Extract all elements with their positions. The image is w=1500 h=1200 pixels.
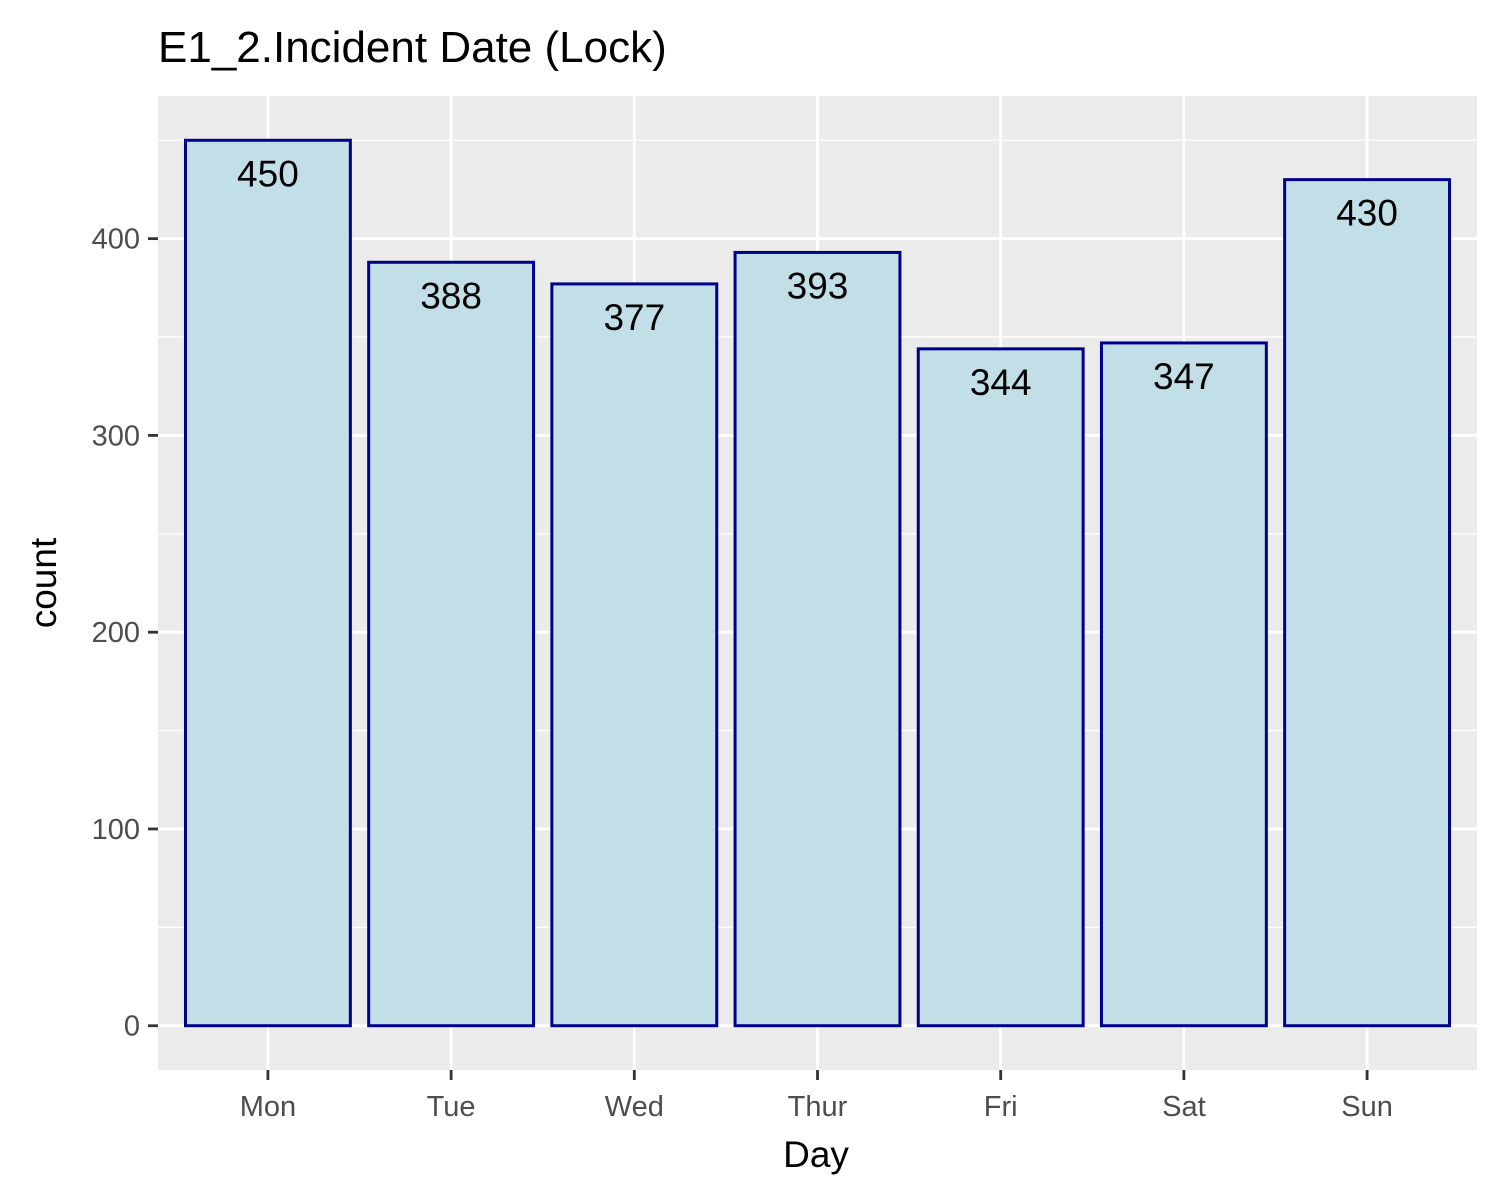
x-tick-label: Fri — [984, 1091, 1018, 1123]
data-label-mon: 450 — [237, 153, 299, 194]
bar-fri — [916, 347, 1085, 1028]
data-label-sun: 430 — [1336, 193, 1398, 234]
bar-sun — [1283, 178, 1452, 1028]
x-tick-label: Wed — [605, 1091, 664, 1123]
x-axis: Mon Tue Wed Thur Fri Sat Sun — [240, 1070, 1393, 1123]
bars — [183, 138, 1452, 1028]
data-labels: 450 388 377 393 344 347 430 — [237, 153, 1398, 403]
data-label-tue: 388 — [420, 275, 482, 316]
bar-tue — [367, 260, 536, 1028]
y-tick-label: 300 — [92, 420, 140, 452]
x-axis-title: Day — [783, 1134, 849, 1175]
y-tick-label: 200 — [92, 617, 140, 649]
data-label-sat: 347 — [1153, 356, 1215, 397]
y-tick-label: 400 — [92, 224, 140, 256]
bar-sat — [1099, 341, 1268, 1028]
y-tick-label: 0 — [124, 1011, 140, 1043]
data-label-fri: 344 — [970, 362, 1032, 403]
x-tick-label: Thur — [788, 1091, 848, 1123]
x-tick-label: Sun — [1341, 1091, 1393, 1123]
x-tick-label: Tue — [427, 1091, 476, 1123]
bar-mon — [183, 138, 352, 1028]
x-tick-label: Mon — [240, 1091, 296, 1123]
data-label-thur: 393 — [787, 265, 849, 306]
y-tick-label: 100 — [92, 814, 140, 846]
chart-title: E1_2.Incident Date (Lock) — [158, 23, 667, 72]
y-axis-title: count — [23, 537, 64, 628]
bar-wed — [550, 282, 719, 1028]
data-label-wed: 377 — [603, 297, 665, 338]
y-axis: 0 100 200 300 400 — [92, 224, 158, 1043]
x-tick-label: Sat — [1162, 1091, 1206, 1123]
bar-thur — [733, 250, 902, 1028]
